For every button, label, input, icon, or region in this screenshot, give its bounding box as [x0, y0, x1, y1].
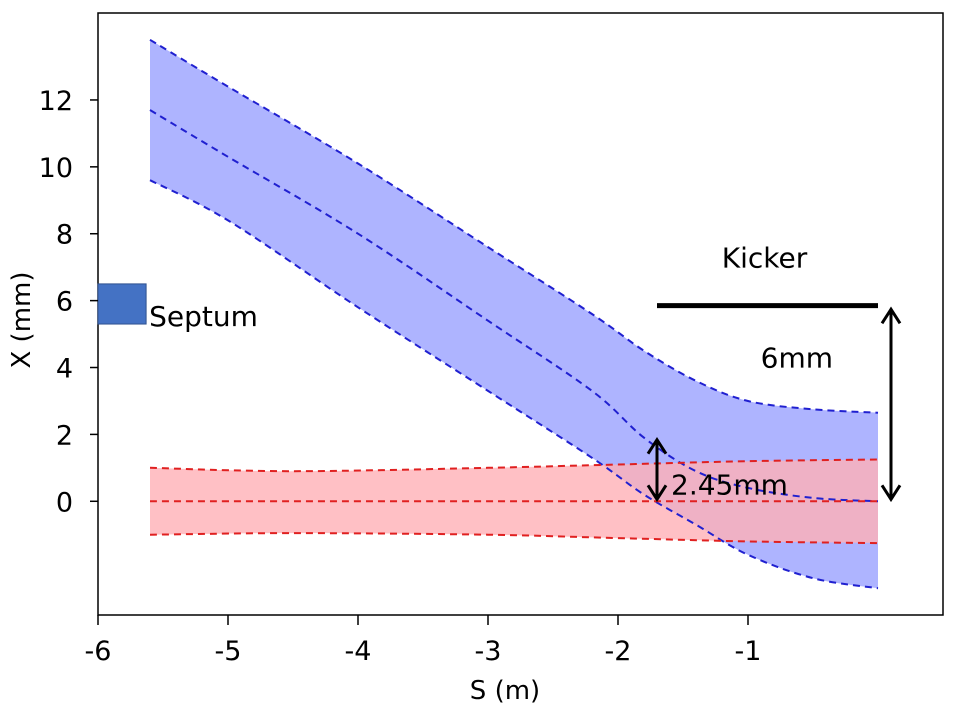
x-tick-label: -3	[475, 636, 502, 667]
y-tick-label: 8	[56, 220, 73, 251]
y-tick-label: 2	[56, 420, 73, 451]
beam-band-2-lower-edge	[149, 532, 879, 545]
y-tick-label: 6	[56, 287, 73, 318]
x-tick-label: -5	[215, 636, 242, 667]
y-tick-label: 4	[56, 354, 73, 385]
beam-band-2-upper-edge	[149, 458, 879, 473]
arrow-6mm-head-bottom	[880, 484, 902, 503]
kicker-label: Kicker	[722, 242, 808, 275]
beam-band-1	[150, 39, 878, 589]
x-axis-title: S (m)	[470, 676, 540, 706]
septum-label: Septum	[149, 300, 258, 333]
y-tick-label: 12	[39, 86, 73, 117]
x-tick-label: -1	[735, 636, 762, 667]
x-tick-label: -2	[605, 636, 632, 667]
annotation-2-45mm: 2.45mm	[671, 469, 788, 502]
y-tick-label: 0	[56, 487, 73, 518]
beam-band-1-upper-edge	[149, 38, 879, 414]
septum-block	[97, 283, 147, 325]
y-tick-label: 10	[39, 153, 73, 184]
beam-band-1-center-edge	[149, 109, 879, 503]
arrow-2-45mm-head-bottom	[646, 484, 668, 503]
arrow-6mm-head-top	[880, 306, 902, 325]
x-tick-label: -4	[345, 636, 372, 667]
annotation-6mm: 6mm	[761, 342, 833, 375]
x-tick-label: -6	[85, 636, 112, 667]
arrow-2-45mm-head-top	[646, 436, 668, 455]
y-axis-title: X (mm)	[7, 271, 37, 368]
